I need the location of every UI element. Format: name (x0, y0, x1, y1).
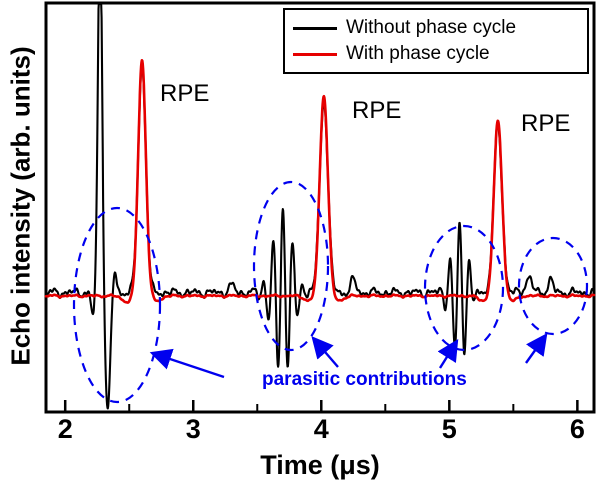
legend-line-sample-black (293, 26, 337, 30)
annotation-arrow (437, 338, 459, 369)
x-tick-label-2: 2 (57, 414, 73, 444)
x-tick-label-6: 6 (569, 414, 585, 444)
legend-item-without-phase-cycle: Without phase cycle (293, 15, 579, 41)
rpe-label-3: RPE (521, 110, 571, 137)
trace-with-phase-cycle (44, 59, 596, 304)
parasitic-ellipse (72, 206, 162, 404)
legend-item-with-phase-cycle: With phase cycle (293, 41, 579, 67)
x-tick-label-3: 3 (185, 414, 201, 444)
legend-label: With phase cycle (346, 43, 490, 64)
parasitic-ellipse (252, 180, 330, 352)
parasitic-ellipse (517, 236, 589, 336)
annotation-arrow (525, 333, 548, 364)
rpe-label-1: RPE (160, 80, 210, 107)
parasitic-ellipse (423, 224, 505, 352)
x-tick-label-4: 4 (313, 414, 329, 444)
parasitic-contributions-label: parasitic contributions (262, 369, 467, 390)
x-tick-label-5: 5 (441, 414, 457, 444)
legend-line-sample-red (293, 52, 337, 56)
annotation-arrow (311, 336, 339, 368)
legend: Without phase cycle With phase cycle (283, 8, 589, 74)
annotation-arrow (149, 348, 225, 379)
x-axis-label: Time (μs) (260, 450, 380, 480)
y-axis-label: Echo intensity (arb. units) (5, 46, 36, 366)
rpe-label-2: RPE (352, 97, 402, 124)
legend-label: Without phase cycle (346, 17, 517, 38)
